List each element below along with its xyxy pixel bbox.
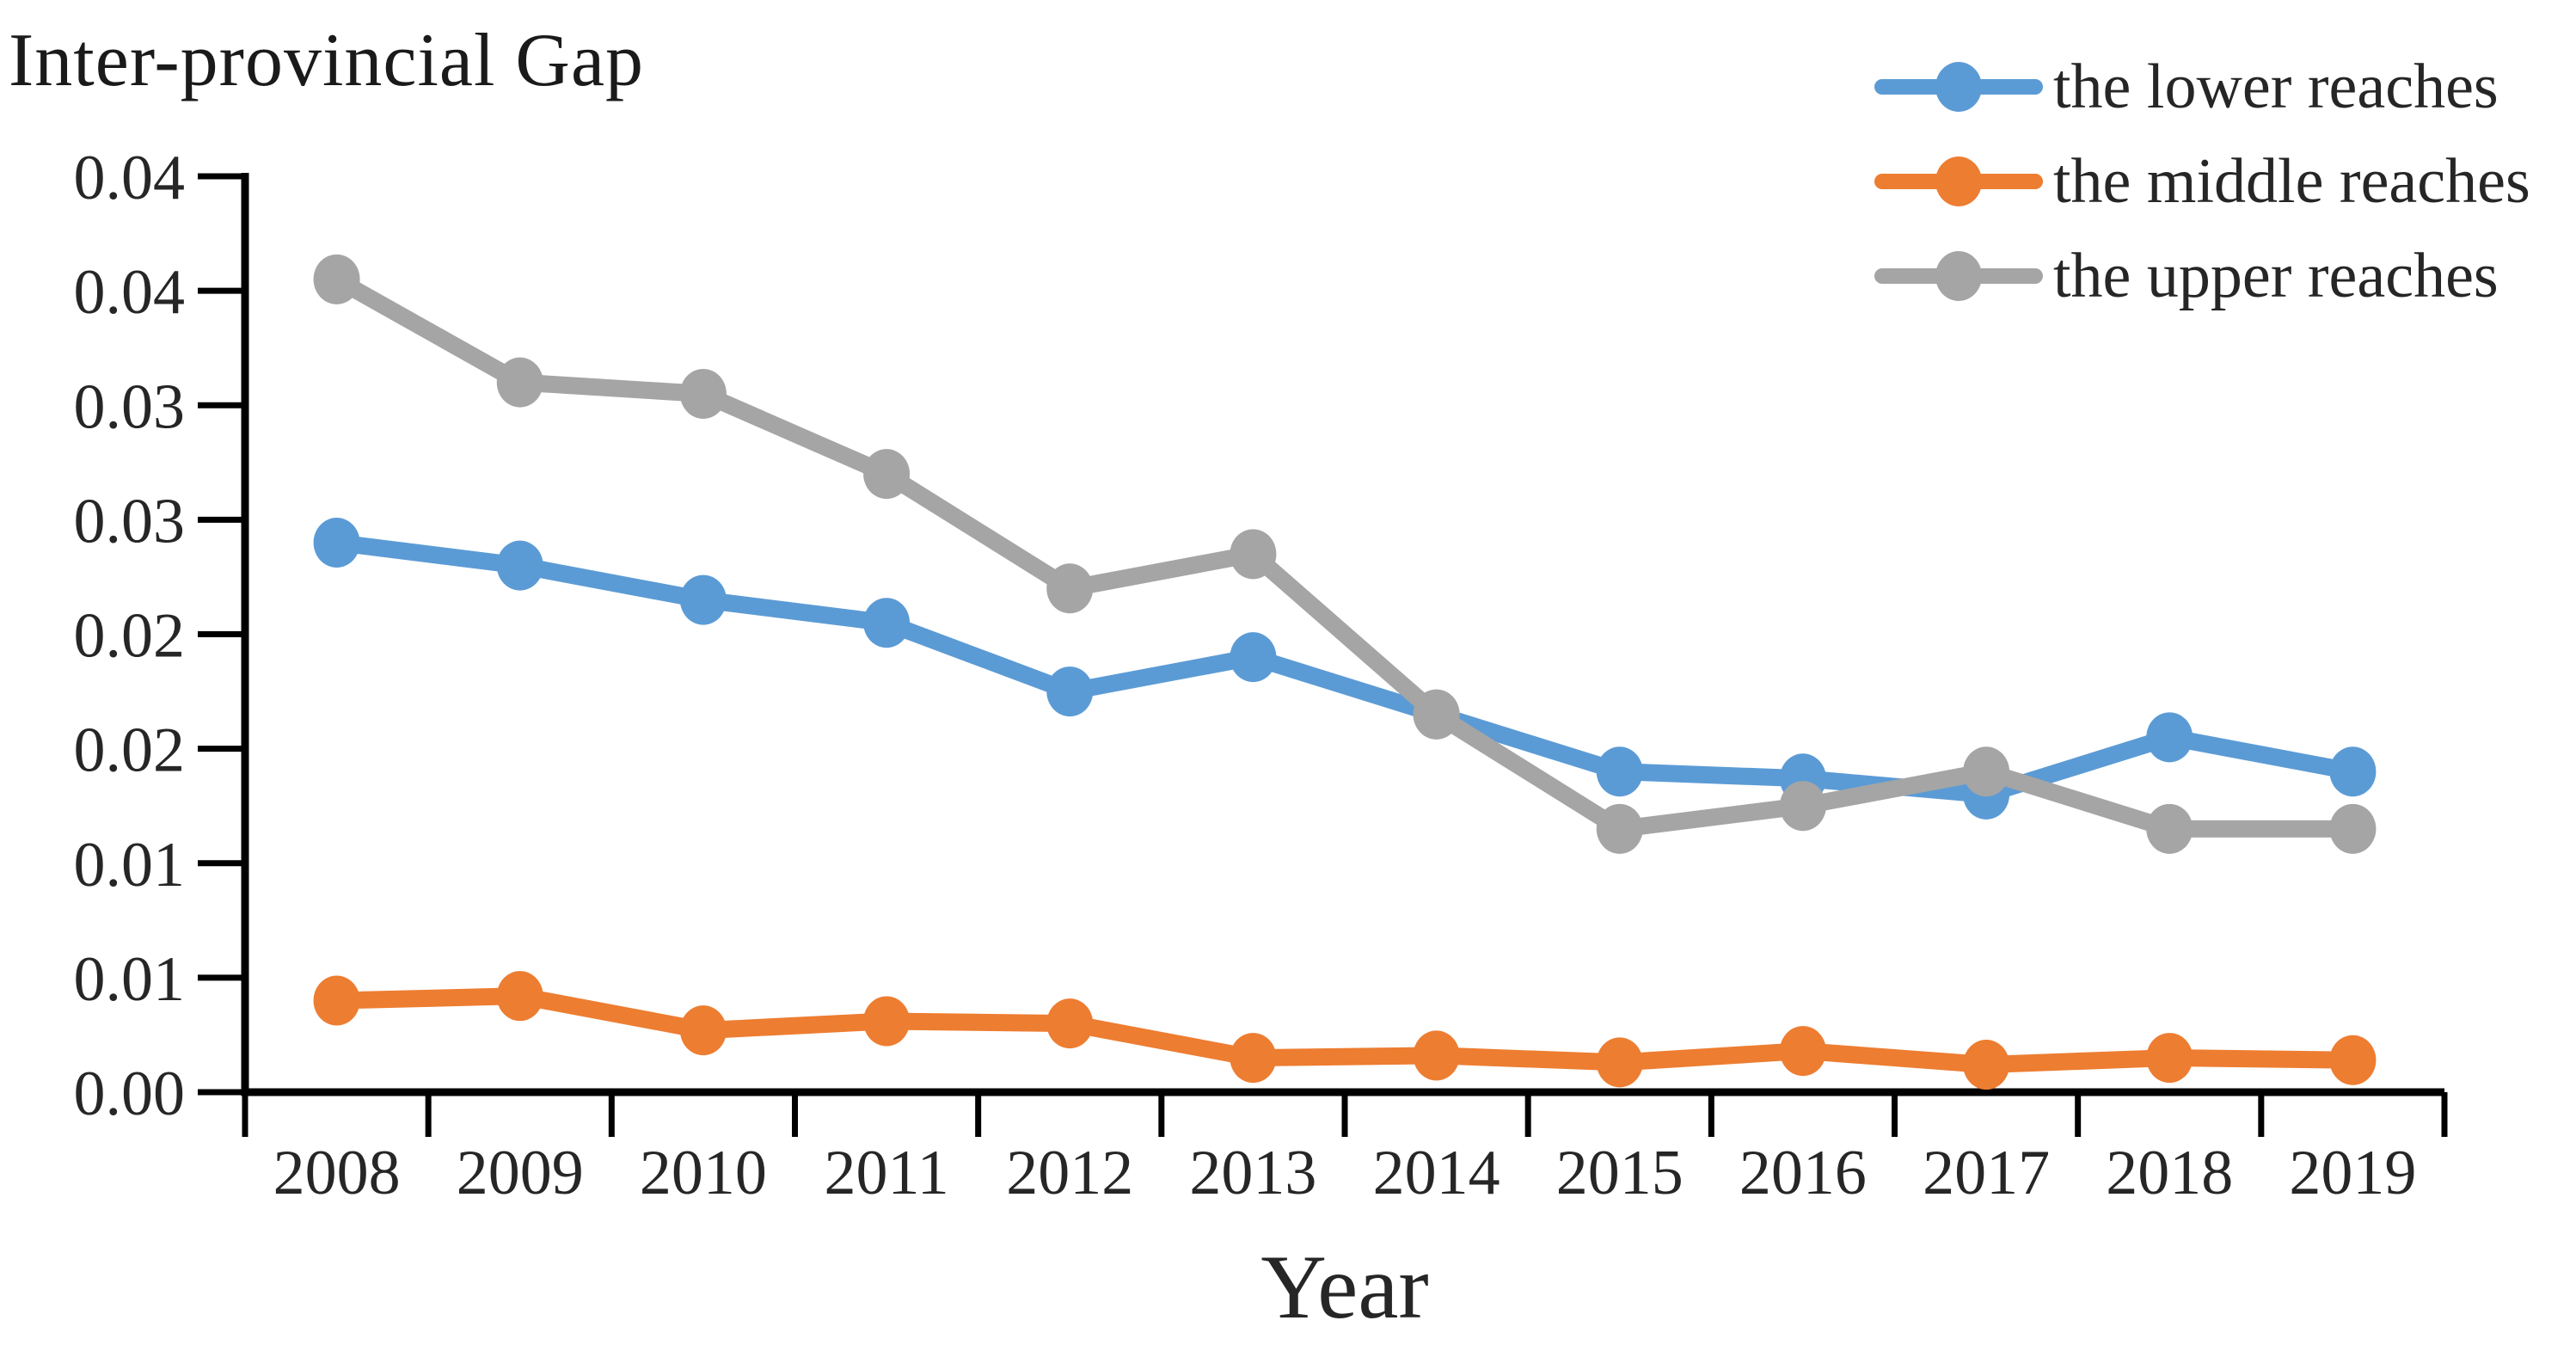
- data-point: [496, 357, 543, 408]
- legend-marker-dot-icon: [1935, 251, 1982, 301]
- legend-label: the middle reaches: [2053, 145, 2530, 217]
- data-point: [1963, 1040, 2010, 1090]
- x-tick-label: 2012: [1006, 1138, 1133, 1208]
- series-line: [328, 987, 2362, 1074]
- data-point: [2329, 746, 2377, 797]
- data-point: [1230, 632, 1277, 683]
- data-point: [1413, 1030, 1460, 1081]
- data-point: [1779, 781, 1826, 832]
- data-point: [313, 975, 360, 1026]
- x-tick-label: 2010: [640, 1138, 767, 1208]
- x-tick-label: 2015: [1556, 1138, 1684, 1208]
- legend-item: the middle reaches: [1874, 134, 2530, 229]
- x-axis-title: Year: [1260, 1237, 1429, 1337]
- y-tick-label: 0.04: [74, 143, 186, 213]
- data-point: [863, 449, 911, 500]
- legend-marker-dot-icon: [1935, 157, 1982, 206]
- legend-label: the upper reaches: [2053, 240, 2499, 311]
- data-point: [1046, 998, 1094, 1049]
- data-point: [1963, 746, 2010, 797]
- data-point: [496, 540, 543, 591]
- data-point: [2146, 1033, 2193, 1084]
- y-tick-label: 0.03: [74, 372, 186, 442]
- y-tick-label: 0.02: [74, 601, 186, 672]
- data-point: [863, 598, 911, 648]
- data-point: [1046, 563, 1094, 614]
- data-point: [863, 996, 911, 1047]
- y-tick-label: 0.01: [74, 830, 186, 900]
- data-point: [313, 254, 360, 304]
- legend: the lower reaches the middle reaches the…: [1874, 40, 2530, 323]
- data-point: [1413, 689, 1460, 740]
- legend-marker-line: [1874, 251, 2043, 301]
- data-point: [2146, 712, 2193, 763]
- x-tick-label: 2018: [2106, 1138, 2233, 1208]
- chart-title: Inter-provincial Gap: [9, 19, 645, 102]
- data-point: [2329, 1035, 2377, 1085]
- y-tick-label: 0.02: [74, 715, 186, 786]
- series-line: [328, 270, 2362, 838]
- y-tick-label: 0.00: [74, 1059, 186, 1129]
- legend-label: the lower reaches: [2053, 51, 2499, 122]
- y-tick-label: 0.04: [74, 257, 186, 328]
- legend-marker-line: [1874, 157, 2043, 206]
- x-tick-label: 2011: [824, 1138, 948, 1208]
- y-tick-label: 0.03: [74, 486, 186, 556]
- data-point: [1230, 529, 1277, 580]
- data-point: [1596, 746, 1643, 797]
- data-point: [1230, 1033, 1277, 1084]
- data-point: [2146, 803, 2193, 854]
- legend-marker-dot-icon: [1935, 62, 1982, 112]
- x-tick-label: 2016: [1739, 1138, 1867, 1208]
- data-point: [679, 1005, 727, 1056]
- data-point: [313, 518, 360, 568]
- series-line: [328, 534, 2362, 803]
- data-point: [1596, 803, 1643, 854]
- x-tick-label: 2017: [1923, 1138, 2050, 1208]
- y-tick-label: 0.01: [74, 944, 186, 1015]
- legend-marker-line: [1874, 62, 2043, 112]
- data-point: [1779, 1026, 1826, 1077]
- data-point: [1046, 666, 1094, 717]
- axis-lines: [241, 173, 2444, 1096]
- data-point: [1596, 1037, 1643, 1088]
- x-tick-label: 2013: [1189, 1138, 1316, 1208]
- data-point: [679, 574, 727, 625]
- data-point: [2329, 803, 2377, 854]
- x-tick-label: 2014: [1373, 1138, 1500, 1208]
- x-tick-label: 2019: [2289, 1138, 2416, 1208]
- x-tick-label: 2008: [273, 1138, 401, 1208]
- data-point: [679, 368, 727, 419]
- data-point: [496, 971, 543, 1022]
- x-tick-label: 2009: [457, 1138, 584, 1208]
- legend-item: the lower reaches: [1874, 40, 2530, 134]
- legend-item: the upper reaches: [1874, 229, 2530, 323]
